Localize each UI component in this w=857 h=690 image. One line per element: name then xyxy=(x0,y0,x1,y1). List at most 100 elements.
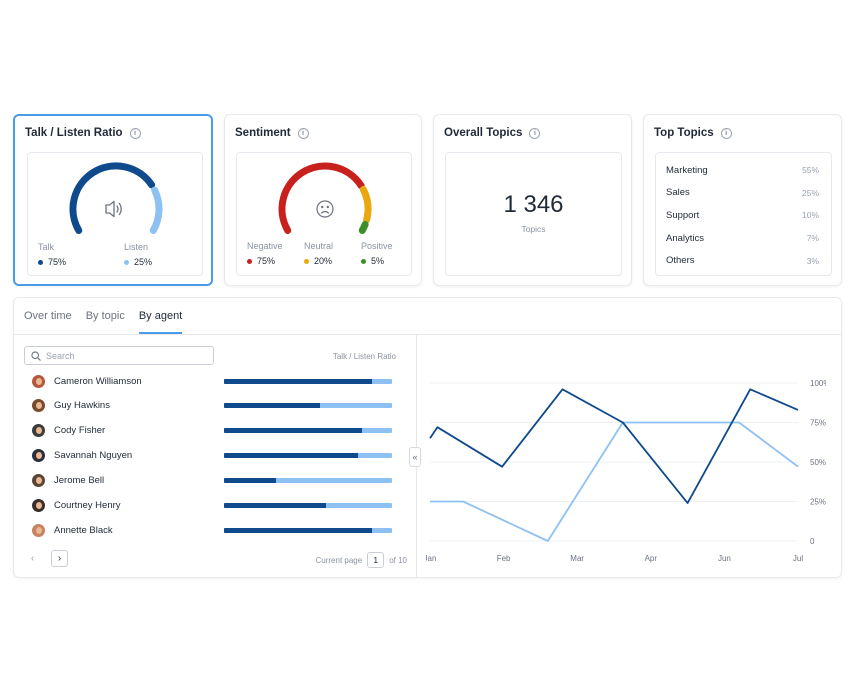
avatar xyxy=(32,399,45,413)
info-icon[interactable]: i xyxy=(297,127,309,139)
listen-legend: Listen 25% xyxy=(124,242,152,267)
speaker-icon xyxy=(105,200,122,218)
x-tick-label: Jul xyxy=(793,554,803,563)
talk-listen-gauge xyxy=(69,162,163,234)
ratio-bar xyxy=(224,378,392,384)
negative-value: 75% xyxy=(257,256,276,266)
agent-name: Annette Black xyxy=(54,524,113,536)
negative-dot xyxy=(247,258,252,264)
listen-arc xyxy=(149,186,163,234)
agent-row[interactable]: Cody Fisher xyxy=(32,423,394,439)
overall-topics-caption: Topics xyxy=(521,224,546,234)
top-topics-card[interactable]: Top Topics i Marketing 55% Sales 25% Suppo… xyxy=(643,114,842,286)
neutral-arc xyxy=(359,185,372,224)
avatar xyxy=(32,374,45,388)
topic-row[interactable]: Support 10% xyxy=(666,204,819,227)
talk-value: 75% xyxy=(48,257,67,267)
double-chevron-left-icon[interactable]: « xyxy=(409,447,421,467)
search-icon xyxy=(31,350,41,361)
ratio-bar xyxy=(224,428,392,434)
agent-name: Jerome Bell xyxy=(54,474,105,486)
search-input[interactable] xyxy=(46,350,196,361)
pagination-controls: ‹ › xyxy=(24,550,68,567)
positive-legend: Positive 5% xyxy=(361,241,393,266)
topic-pct: 25% xyxy=(801,187,819,198)
positive-value: 5% xyxy=(371,256,385,266)
agent-name: Cody Fisher xyxy=(54,425,106,437)
talk-fill xyxy=(224,477,277,483)
agent-name: Savannah Nguyen xyxy=(54,450,133,462)
listen-value: 25% xyxy=(134,257,153,267)
topic-pct: 55% xyxy=(801,165,819,176)
sentiment-gauge xyxy=(278,162,372,234)
talk-arc xyxy=(69,162,156,234)
top-topics-title: Top Topics i xyxy=(654,127,732,139)
y-tick-label: 50% xyxy=(810,458,826,467)
talk-fill xyxy=(224,453,359,459)
overall-topics-card[interactable]: Overall Topics i 1 346 Topics xyxy=(433,114,632,286)
series-line xyxy=(430,421,799,542)
agent-row[interactable]: Cameron Williamson xyxy=(32,373,394,389)
overall-topics-value: 1 346 xyxy=(503,191,564,218)
agent-row[interactable]: Guy Hawkins xyxy=(32,398,394,414)
topic-row[interactable]: Sales 25% xyxy=(666,182,819,205)
info-icon[interactable]: i xyxy=(129,127,141,139)
tab-over-time[interactable]: Over time xyxy=(24,310,72,322)
sad-face-icon xyxy=(316,200,334,218)
tabs-divider xyxy=(14,334,841,335)
ratio-bar xyxy=(224,502,392,508)
avatar xyxy=(32,424,45,438)
talk-legend: Talk 75% xyxy=(38,242,66,267)
agent-name: Cameron Williamson xyxy=(54,375,142,387)
agent-row[interactable]: Courtney Henry xyxy=(32,497,394,513)
topic-name: Others xyxy=(666,255,695,267)
avatar xyxy=(32,523,45,537)
search-box[interactable] xyxy=(24,346,214,365)
talk-listen-title: Talk / Listen Ratio i xyxy=(25,127,141,139)
neutral-dot xyxy=(304,258,309,264)
neutral-label: Neutral xyxy=(304,241,334,251)
info-icon[interactable]: i xyxy=(529,127,541,139)
agent-name: Guy Hawkins xyxy=(54,400,110,412)
chevron-left-icon[interactable]: ‹ xyxy=(30,553,35,564)
info-icon[interactable]: i xyxy=(720,127,732,139)
talk-listen-card[interactable]: Talk / Listen Ratio i Talk 75% Listen 25… xyxy=(13,114,213,286)
top-topics-panel: Marketing 55% Sales 25% Support 10% Analyti… xyxy=(655,152,832,276)
listen-label: Listen xyxy=(124,242,149,252)
agent-row[interactable]: Annette Black xyxy=(32,522,394,538)
breakdown-tabs: Over time By topic By agent xyxy=(24,298,183,334)
avatar xyxy=(32,498,45,512)
negative-arc xyxy=(278,162,365,234)
x-tick-label: Apr xyxy=(645,554,658,563)
talk-fill xyxy=(224,403,320,409)
agent-row[interactable]: Jerome Bell xyxy=(32,472,394,488)
negative-legend: Negative 75% xyxy=(247,241,283,266)
topic-row[interactable]: Others 3% xyxy=(666,249,819,272)
y-tick-label: 75% xyxy=(810,419,826,428)
agent-name: Courtney Henry xyxy=(54,499,121,511)
topic-row[interactable]: Marketing 55% xyxy=(666,159,819,182)
y-tick-label: 25% xyxy=(810,498,826,507)
neutral-value: 20% xyxy=(314,256,333,266)
negative-label: Negative xyxy=(247,241,283,251)
overall-topics-title: Overall Topics i xyxy=(444,127,541,139)
series-line xyxy=(429,388,799,505)
neutral-legend: Neutral 20% xyxy=(304,241,333,266)
x-tick-label: Feb xyxy=(497,554,511,563)
current-page-input[interactable]: 1 xyxy=(367,552,385,568)
tab-by-topic[interactable]: By topic xyxy=(85,310,125,322)
talk-dot xyxy=(38,259,43,265)
page-total: of 10 xyxy=(389,555,407,565)
topic-row[interactable]: Analytics 7% xyxy=(666,227,819,250)
topic-name: Sales xyxy=(666,187,690,199)
talk-fill xyxy=(224,378,372,384)
topic-name: Marketing xyxy=(666,164,708,176)
ratio-bar xyxy=(224,403,392,409)
sentiment-panel: Negative 75% Neutral 20% Positive 5% xyxy=(236,152,412,276)
chevron-right-icon[interactable]: › xyxy=(51,550,68,567)
tab-by-agent[interactable]: By agent xyxy=(138,298,183,334)
topic-name: Analytics xyxy=(666,232,705,244)
agent-row[interactable]: Savannah Nguyen xyxy=(32,448,394,464)
breakdown-panel: Over time By topic By agent Talk / Liste… xyxy=(13,297,842,578)
sentiment-card[interactable]: Sentiment i Negative 75% Neutral 20% Pos… xyxy=(224,114,422,286)
